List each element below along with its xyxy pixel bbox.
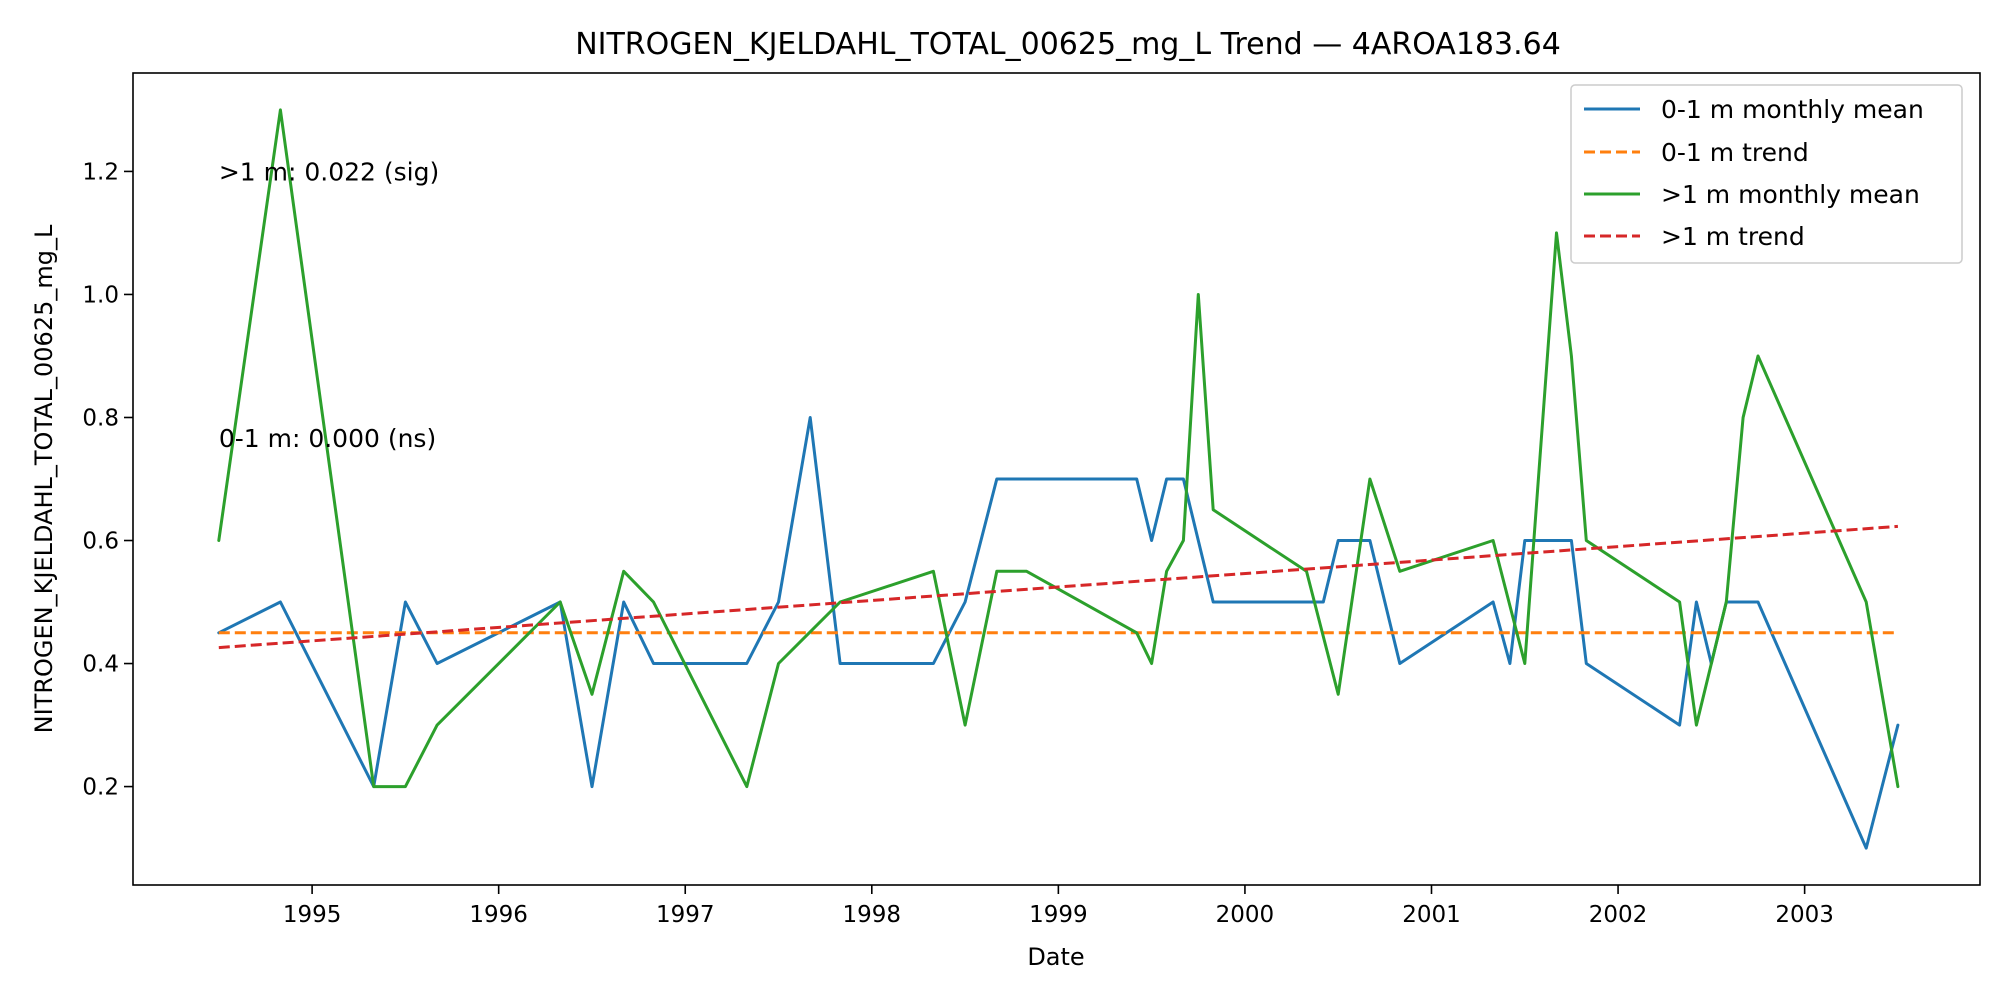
- x-tick-label: 2000: [1216, 902, 1275, 928]
- x-tick-label: 2003: [1775, 902, 1834, 928]
- chart-title: NITROGEN_KJELDAHL_TOTAL_00625_mg_L Trend…: [575, 27, 1561, 62]
- y-tick-label: 1.2: [82, 159, 119, 185]
- plot-frame: [132, 72, 1981, 886]
- legend-label-0-1m-trend: 0-1 m trend: [1661, 138, 1809, 167]
- x-tick-label: 1996: [469, 902, 528, 928]
- x-tick-label: 2002: [1589, 902, 1648, 928]
- legend-label-0-1m-mean: 0-1 m monthly mean: [1661, 95, 1924, 124]
- y-tick-label: 0.6: [82, 529, 119, 555]
- y-tick-label: 1.0: [82, 282, 119, 308]
- legend-box: [1570, 84, 1963, 264]
- series-line-0-1-m-monthly-mean: [217, 416, 1900, 850]
- y-tick-label: 0.2: [82, 775, 119, 801]
- x-tick-label: 1995: [283, 902, 342, 928]
- legend-label-gt1m-trend: >1 m trend: [1661, 222, 1805, 251]
- x-tick-label: 2001: [1402, 902, 1461, 928]
- series-line-gt1-m-trend: [218, 524, 1899, 650]
- x-axis-label: Date: [1027, 943, 1084, 971]
- series-line-gt1-m-monthly-mean: [217, 108, 1900, 789]
- x-tick-label: 1999: [1029, 902, 1088, 928]
- y-tick-label: 0.8: [82, 405, 119, 431]
- x-tick-label: 1998: [843, 902, 902, 928]
- x-axis-ticks: 1995 1996 1997 1998 1999 2000 2001 2002 2003: [283, 885, 1834, 928]
- series-layer: [217, 108, 1900, 850]
- y-axis-label: NITROGEN_KJELDAHL_TOTAL_00625_mg_L: [30, 224, 58, 733]
- x-tick-label: 1997: [656, 902, 715, 928]
- legend-label-gt1m-mean: >1 m monthly mean: [1661, 180, 1920, 209]
- annotation-0-1m-slope: 0-1 m: 0.000 (ns): [219, 424, 436, 453]
- annotation-gt1m-slope: >1 m: 0.022 (sig): [219, 157, 439, 186]
- y-tick-label: 0.4: [82, 652, 119, 678]
- y-axis-ticks: 0.2 0.4 0.6 0.8 1.0 1.2: [82, 159, 133, 801]
- legend: 0-1 m monthly mean 0-1 m trend >1 m mont…: [1570, 84, 1963, 264]
